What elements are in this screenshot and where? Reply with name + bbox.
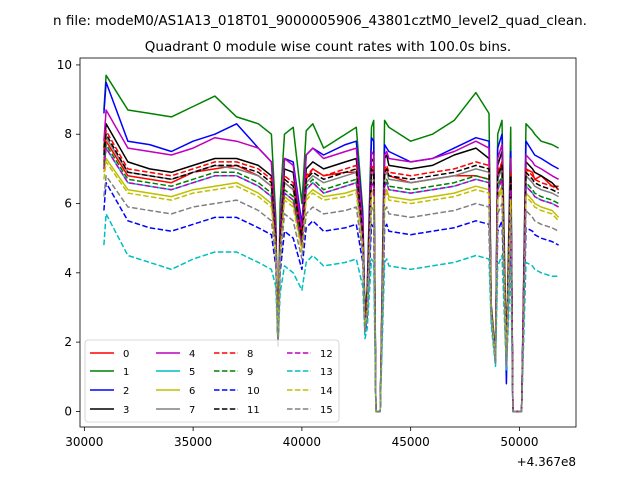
- legend-label-10: 10: [247, 386, 260, 397]
- x-tick-label: 30000: [65, 435, 103, 449]
- x-tick-label: 40000: [283, 435, 321, 449]
- axes-border: [79, 57, 577, 428]
- y-tick-label: 10: [57, 58, 72, 72]
- legend-box: [84, 339, 340, 423]
- x-offset-label: +4.367e8: [517, 455, 576, 469]
- series-line-15: [103, 175, 559, 413]
- x-tick-label: 45000: [392, 435, 430, 449]
- legend-label-8: 8: [247, 349, 253, 360]
- legend-label-2: 2: [123, 386, 129, 397]
- legend-label-12: 12: [320, 349, 333, 360]
- legend-label-5: 5: [189, 367, 195, 378]
- legend-label-4: 4: [189, 349, 195, 360]
- legend-label-7: 7: [189, 405, 195, 416]
- legend-label-9: 9: [247, 367, 253, 378]
- y-tick-label: 6: [64, 197, 72, 211]
- legend-label-6: 6: [189, 386, 195, 397]
- chart-title: Quadrant 0 module wise count rates with …: [145, 39, 511, 55]
- x-axis: 30000 35000 40000 45000 50000: [65, 427, 539, 449]
- legend-label-0: 0: [123, 349, 129, 360]
- y-tick-label: 0: [64, 404, 72, 418]
- legend-label-14: 14: [320, 386, 333, 397]
- x-tick-label: 35000: [174, 435, 212, 449]
- legend-label-15: 15: [320, 405, 333, 416]
- legend-label-13: 13: [320, 367, 333, 378]
- y-axis: 0 2 4 6 8 10: [57, 58, 80, 418]
- series-line-8: [103, 130, 559, 413]
- figure-suptitle: n file: modeM0/AS1A13_018T01_9000005906_…: [53, 13, 587, 29]
- legend-label-3: 3: [123, 405, 129, 416]
- y-tick-label: 2: [64, 335, 72, 349]
- y-tick-label: 8: [64, 127, 72, 141]
- y-tick-label: 4: [64, 266, 72, 280]
- series-layer: [103, 74, 560, 413]
- legend-label-1: 1: [123, 367, 129, 378]
- x-tick-label: 50000: [500, 435, 538, 449]
- legend-label-11: 11: [247, 405, 260, 416]
